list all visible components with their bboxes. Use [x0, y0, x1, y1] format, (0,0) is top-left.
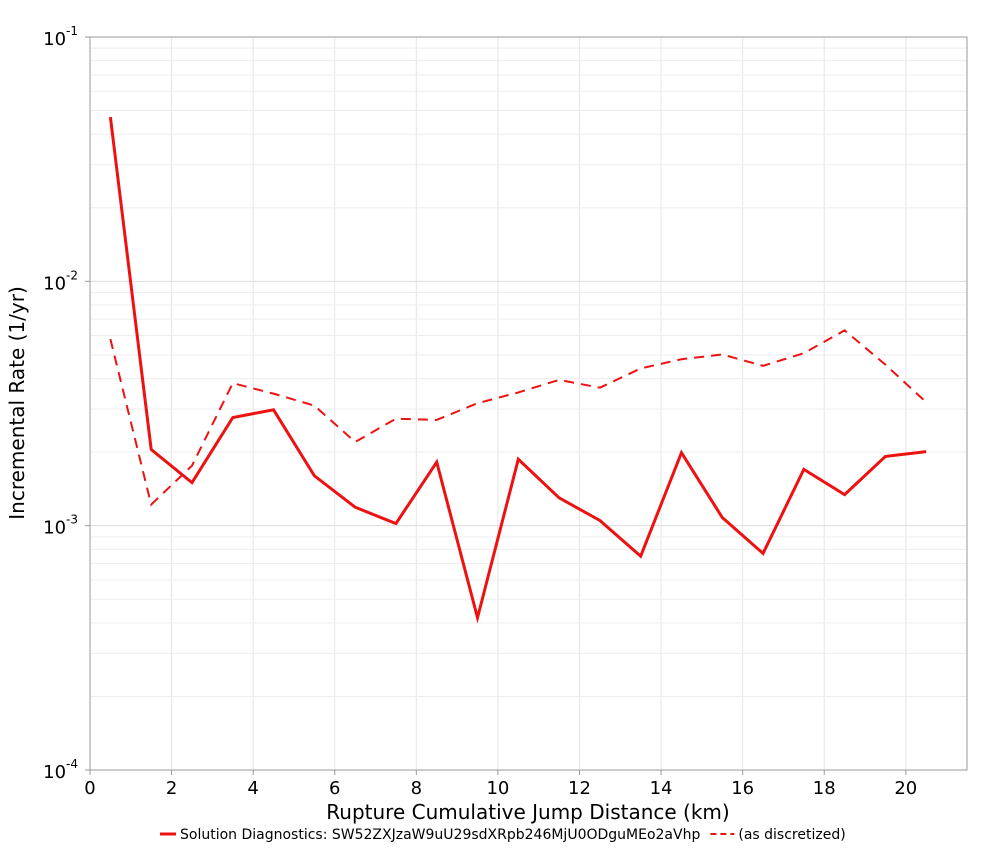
x-tick-label: 12	[568, 778, 591, 799]
series-line-2	[109, 329, 927, 507]
x-tick-label: 2	[166, 778, 177, 799]
x-tick-label: 6	[329, 778, 340, 799]
x-axis: 0 2 4 6 8 10 12 14 16 18 20	[84, 770, 917, 799]
x-tick-label: 8	[411, 778, 422, 799]
y-tick-label: 10-1	[43, 24, 78, 50]
plot-frame	[89, 36, 968, 771]
plot-background	[90, 37, 967, 770]
x-axis-title: Rupture Cumulative Jump Distance (km)	[326, 800, 729, 824]
y-axis-title: Incremental Rate (1/yr)	[5, 286, 29, 519]
legend-label-1: Solution Diagnostics: SW52ZXJzaW9uU29sdX…	[180, 827, 700, 843]
y-tick-label: 10-4	[43, 757, 78, 783]
x-tick-label: 4	[247, 778, 258, 799]
x-tick-label: 0	[84, 778, 95, 799]
x-tick-label: 14	[650, 778, 673, 799]
x-tick-label: 10	[486, 778, 509, 799]
x-tick-label: 18	[813, 778, 836, 799]
x-tick-label: 20	[894, 778, 917, 799]
y-axis: 10-1 10-2 10-3 10-4	[43, 24, 90, 783]
series-layer	[108, 116, 927, 624]
y-tick-label: 10-2	[43, 268, 78, 294]
y-tick-label: 10-3	[43, 513, 78, 539]
series-line-1	[108, 116, 927, 624]
x-tick-label: 16	[731, 778, 754, 799]
legend: Solution Diagnostics: SW52ZXJzaW9uU29sdX…	[160, 827, 846, 843]
legend-label-2: (as discretized)	[738, 827, 845, 843]
